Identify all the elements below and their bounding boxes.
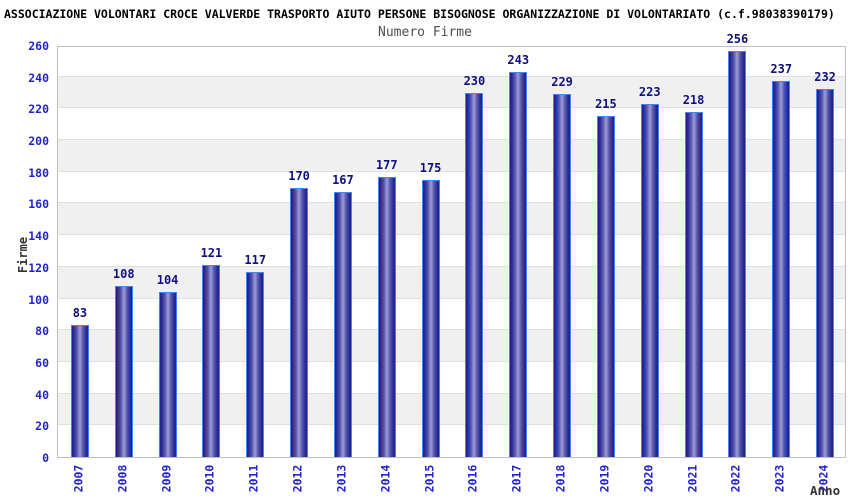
x-tick-label-2013: 2013 (334, 464, 349, 493)
gridline (58, 170, 845, 172)
x-tick-label-2014: 2014 (378, 464, 393, 493)
y-tick-label: 160 (28, 197, 49, 212)
background-band (58, 393, 845, 426)
gridline (58, 424, 845, 426)
chart-title: ASSOCIAZIONE VOLONTARI CROCE VALVERDE TR… (4, 7, 835, 21)
y-tick-label: 200 (28, 134, 49, 149)
bar-value-label: 167 (332, 173, 354, 188)
y-tick-label: 100 (28, 292, 49, 307)
bar-value-label: 108 (112, 266, 135, 281)
bar-value-label: 229 (551, 75, 573, 90)
bar-value-label: 256 (726, 32, 749, 47)
bar-2018 (553, 94, 572, 457)
background-band (58, 266, 845, 299)
x-tick-label-2009: 2009 (159, 464, 174, 493)
y-tick-label: 220 (28, 102, 49, 117)
x-tick-label-2016: 2016 (465, 464, 480, 493)
x-axis-title: Anno (810, 483, 841, 498)
gridline (58, 107, 845, 109)
y-tick-label: 40 (35, 387, 49, 402)
bar-2012 (290, 187, 309, 457)
y-tick-label: 0 (42, 451, 49, 465)
bar-value-label: 104 (156, 273, 179, 288)
bar-2019 (596, 116, 615, 457)
bar-2008 (114, 285, 133, 457)
bar-value-label: 117 (244, 252, 267, 267)
bar-2009 (158, 292, 177, 457)
bar-2016 (465, 92, 484, 457)
x-tick-label-2011: 2011 (246, 464, 261, 493)
gridline (58, 265, 845, 267)
bar-2021 (684, 111, 703, 457)
x-tick-label-2020: 2020 (641, 464, 656, 493)
plot-area: 83 108 104 121 117 170 167 177 175 230 243 229 215 22… (57, 32, 846, 458)
bar-2023 (772, 81, 791, 457)
bar-value-label: 177 (375, 157, 398, 172)
x-tick-label-2018: 2018 (553, 464, 568, 493)
background-band (58, 76, 845, 109)
y-tick-label: 260 (28, 39, 49, 53)
gridline (58, 139, 845, 141)
bar-value-label: 223 (638, 84, 661, 99)
gridline (58, 360, 845, 362)
gridline (58, 392, 845, 394)
bar-value-label: 230 (463, 73, 486, 88)
y-tick-label: 60 (35, 355, 49, 370)
y-tick-label: 180 (28, 165, 49, 180)
bar-value-label: 83 (72, 306, 88, 321)
x-tick-label-2007: 2007 (71, 464, 86, 493)
x-tick-label-2023: 2023 (772, 464, 787, 493)
x-tick-label-2010: 2010 (202, 464, 217, 493)
bar-2007 (70, 325, 89, 457)
gridline (58, 202, 845, 204)
background-band (58, 203, 845, 236)
gridline (58, 234, 845, 236)
y-tick-label: 20 (35, 419, 49, 434)
gridline (58, 297, 845, 299)
gridline (58, 329, 845, 331)
x-tick-label-2017: 2017 (509, 464, 524, 493)
y-tick-label: 140 (28, 229, 49, 244)
background-band (58, 330, 845, 362)
x-tick-label-2022: 2022 (728, 464, 743, 493)
y-tick-label: 240 (28, 70, 49, 85)
y-tick-label: 120 (28, 260, 49, 275)
x-tick-label-2015: 2015 (422, 464, 437, 493)
bar-value-label: 237 (770, 62, 793, 77)
y-tick-label: 80 (35, 324, 49, 339)
bar-2010 (202, 265, 221, 457)
bar-2013 (333, 192, 352, 457)
bar-2024 (816, 89, 835, 457)
background-band (58, 140, 845, 172)
bar-value-label: 175 (419, 160, 442, 175)
bar-2022 (728, 51, 747, 457)
bar-2017 (509, 71, 528, 457)
gridline (58, 75, 845, 77)
bar-2020 (640, 103, 659, 457)
x-tick-label-2021: 2021 (685, 464, 700, 493)
bar-2014 (377, 176, 396, 457)
bar-value-label: 170 (288, 168, 310, 183)
bar-value-label: 232 (814, 70, 836, 85)
bar-2015 (421, 179, 440, 457)
chart-subtitle: Numero Firme (378, 25, 472, 40)
x-tick-label-2008: 2008 (115, 464, 130, 493)
x-tick-label-2019: 2019 (597, 464, 612, 493)
bar-value-label: 121 (200, 246, 223, 261)
x-tick-label-2012: 2012 (290, 464, 305, 493)
bar-value-label: 218 (682, 92, 705, 107)
bar-2011 (246, 271, 265, 457)
bar-value-label: 243 (507, 52, 530, 67)
bar-value-label: 215 (595, 97, 617, 112)
